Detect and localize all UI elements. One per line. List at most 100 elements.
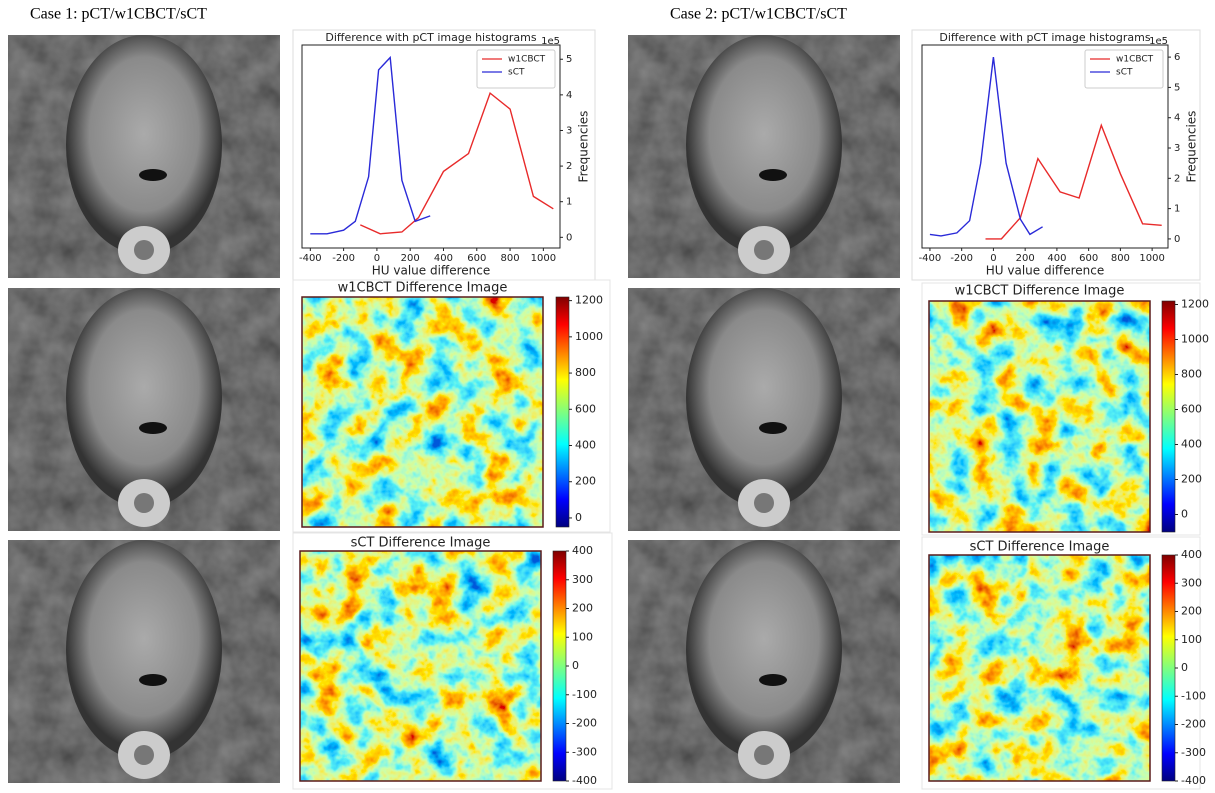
y-tick-label: 5 xyxy=(1174,82,1180,93)
case-label: Case 2: pCT/w1CBCT/sCT xyxy=(670,6,847,23)
x-tick-label: 1000 xyxy=(531,253,556,264)
colorbar-tick-label: 400 xyxy=(575,439,596,452)
colorbar-tick-label: 1200 xyxy=(575,294,603,307)
colorbar-tick-label: 1000 xyxy=(575,330,603,343)
y-tick-label: 3 xyxy=(1174,143,1180,154)
y-tick-label: 1 xyxy=(566,197,572,208)
legend-label: w1CBCT xyxy=(508,55,546,65)
colorbar-tick-label: 400 xyxy=(572,544,593,557)
colorbar-tick-label: 800 xyxy=(1181,368,1202,381)
ct-image xyxy=(8,540,280,783)
difference-image: sCT Difference Image -400 -300 -200 -100 0 100… xyxy=(921,536,1206,790)
x-tick-label: 800 xyxy=(501,253,520,264)
colorbar-tick-label: -200 xyxy=(1181,718,1206,731)
colorbar-tick-label: 1000 xyxy=(1181,333,1209,346)
colorbar-tick-label: 0 xyxy=(1181,508,1188,521)
colorbar xyxy=(552,550,567,782)
y-tick-label: 5 xyxy=(566,54,572,65)
series-line xyxy=(985,123,1162,240)
legend-label: w1CBCT xyxy=(1116,55,1154,65)
x-tick-label: -400 xyxy=(919,253,942,264)
colorbar-tick-label: -100 xyxy=(572,688,597,701)
colorbar-tick-label: 600 xyxy=(1181,403,1202,416)
heatmap-image xyxy=(300,551,541,781)
heatmap-border xyxy=(299,550,542,782)
colorbar-tick-label: 800 xyxy=(575,366,596,379)
colorbar-tick-label: 200 xyxy=(572,602,593,615)
x-tick-label: -200 xyxy=(950,253,973,264)
colorbar-tick-label: -300 xyxy=(1181,746,1206,759)
chart-title: Difference with pCT image histograms xyxy=(939,31,1150,44)
x-axis-label: HU value difference xyxy=(986,264,1104,278)
heatmap-border xyxy=(928,300,1151,533)
x-tick-label: 200 xyxy=(401,253,420,264)
series-line xyxy=(310,55,431,235)
y-tick-label: 2 xyxy=(1174,173,1180,184)
y-tick-label: 3 xyxy=(566,125,572,136)
heatmap-border xyxy=(928,554,1151,782)
y-tick-label: 4 xyxy=(1174,113,1180,124)
colorbar-tick-label: 200 xyxy=(1181,473,1202,486)
series-line xyxy=(360,91,554,235)
colorbar-tick-label: 200 xyxy=(1181,605,1202,618)
heatmap-image xyxy=(302,297,543,527)
colorbar-tick-label: 200 xyxy=(575,475,596,488)
colorbar-tick-label: 600 xyxy=(575,402,596,415)
colorbar-tick-label: 300 xyxy=(572,573,593,586)
ct-image xyxy=(8,288,280,531)
x-tick-label: 600 xyxy=(467,253,486,264)
legend: w1CBCT sCT xyxy=(1084,49,1164,89)
x-axis-label: HU value difference xyxy=(372,264,490,278)
case-label: Case 1: pCT/w1CBCT/sCT xyxy=(30,6,207,23)
legend-label: sCT xyxy=(1116,68,1133,78)
colorbar-tick-label: -100 xyxy=(1181,689,1206,702)
chart-title: sCT Difference Image xyxy=(351,536,491,551)
difference-image: w1CBCT Difference Image 0 200 400 600 800 1000… xyxy=(921,282,1209,536)
colorbar-tick-label: 0 xyxy=(575,511,582,524)
colorbar-tick-label: 1200 xyxy=(1181,298,1209,311)
colorbar-tick-label: 400 xyxy=(1181,438,1202,451)
ct-image xyxy=(628,35,900,278)
plot-area xyxy=(921,44,1169,249)
x-tick-label: -200 xyxy=(332,253,355,264)
x-tick-label: 1000 xyxy=(1139,253,1164,264)
x-tick-label: 400 xyxy=(1047,253,1066,264)
x-tick-label: 0 xyxy=(374,253,380,264)
x-tick-label: 600 xyxy=(1079,253,1098,264)
y-axis-label: Frequencies xyxy=(577,111,591,183)
chart-title: sCT Difference Image xyxy=(970,540,1110,555)
colorbar-tick-label: 400 xyxy=(1181,548,1202,561)
chart-title: w1CBCT Difference Image xyxy=(338,281,508,296)
y-tick-label: 6 xyxy=(1174,52,1180,63)
colorbar-tick-label: -400 xyxy=(1181,774,1206,787)
colorbar-tick-label: 100 xyxy=(572,630,593,643)
y-tick-label: 1 xyxy=(1174,204,1180,215)
colorbar xyxy=(1161,554,1176,782)
y-axis-label: Frequencies xyxy=(1185,111,1199,183)
colorbar xyxy=(1161,300,1176,533)
colorbar xyxy=(555,296,570,528)
ct-image xyxy=(628,540,900,783)
x-tick-label: 200 xyxy=(1016,253,1035,264)
colorbar-tick-label: 300 xyxy=(1181,576,1202,589)
heatmap-image xyxy=(929,301,1150,532)
legend: w1CBCT sCT xyxy=(476,49,556,89)
legend-label: sCT xyxy=(508,68,525,78)
colorbar-tick-label: -300 xyxy=(572,745,597,758)
colorbar-tick-label: -400 xyxy=(572,774,597,787)
y-tick-label: 0 xyxy=(566,232,572,243)
y-multiplier: 1e5 xyxy=(1149,36,1168,47)
ct-image xyxy=(628,288,900,531)
plot-area xyxy=(301,44,561,249)
chart-title: w1CBCT Difference Image xyxy=(955,284,1125,299)
difference-image: w1CBCT Difference Image 0 200 400 600 800 1000… xyxy=(292,279,611,533)
y-tick-label: 0 xyxy=(1174,234,1180,245)
y-multiplier: 1e5 xyxy=(541,36,560,47)
heatmap-border xyxy=(301,296,544,528)
colorbar-tick-label: 0 xyxy=(572,659,579,672)
